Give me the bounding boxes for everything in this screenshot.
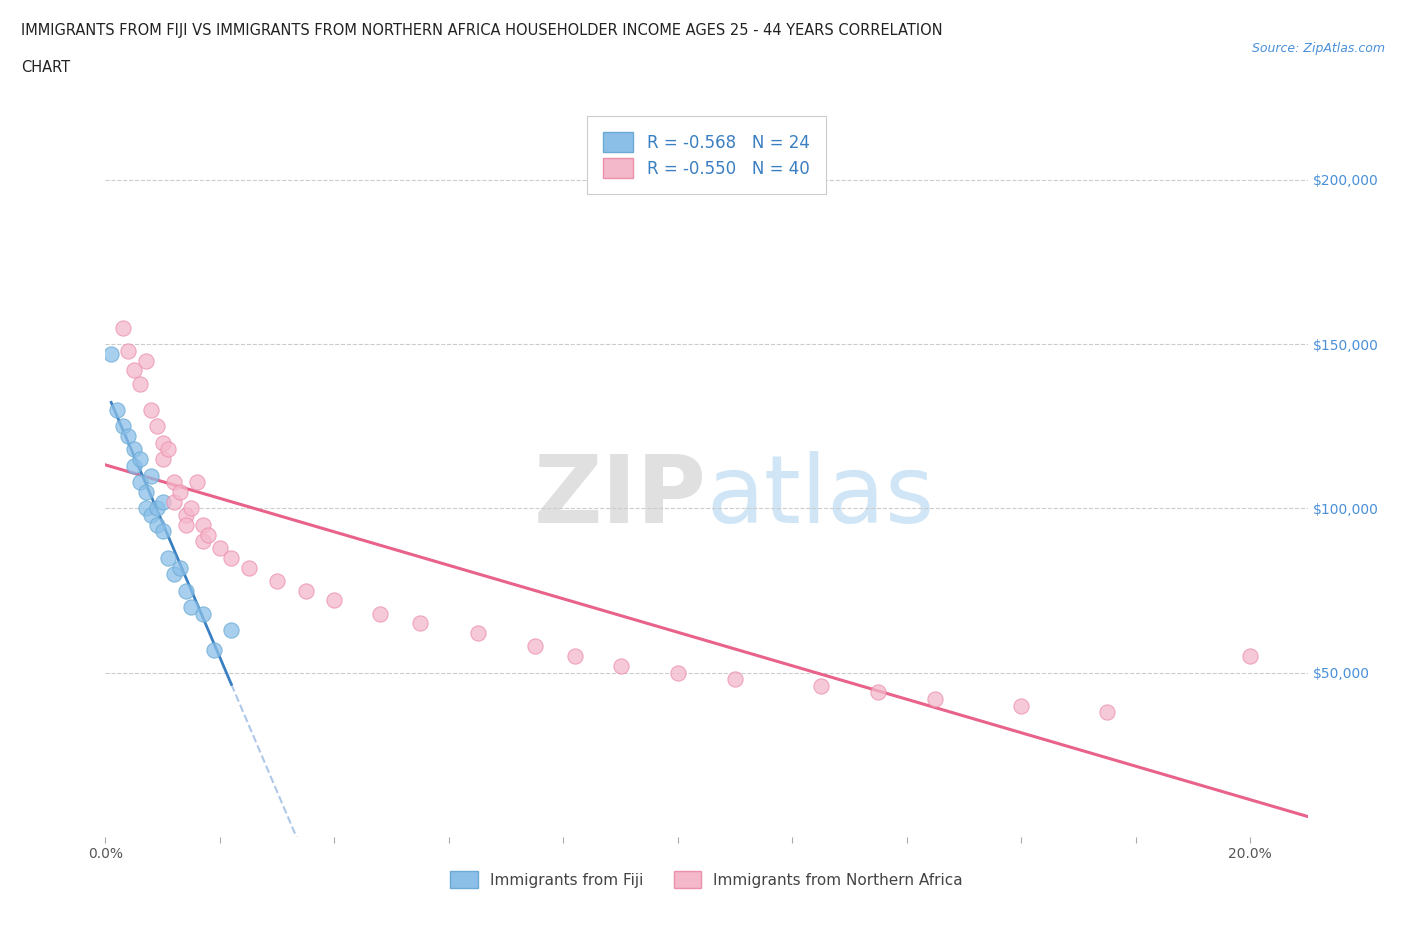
Point [174,583,197,598]
Point [163,566,186,581]
Point [105,403,128,418]
Point [169,560,191,575]
Point [368,606,391,621]
Point [117,343,139,358]
Point [128,474,150,489]
Point [111,320,134,335]
Text: ZIP: ZIP [534,451,707,543]
Point [208,540,231,555]
Point [197,527,219,542]
Point [157,442,180,457]
Point [117,429,139,444]
Point [152,495,174,510]
Point [868,685,890,700]
Point [100,347,122,362]
Point [135,501,157,516]
Point [141,508,163,523]
Point [266,573,288,588]
Point [409,616,432,631]
Point [174,517,197,532]
Point [666,665,689,680]
Point [295,583,318,598]
Point [323,593,346,608]
Point [135,485,157,499]
Point [163,474,186,489]
Point [163,495,186,510]
Point [191,606,214,621]
Text: atlas: atlas [707,451,935,543]
Point [152,435,174,450]
Point [169,485,191,499]
Point [146,501,169,516]
Point [238,560,260,575]
Point [1095,705,1118,720]
Point [122,442,145,457]
Point [141,403,163,418]
Point [180,501,202,516]
Point [724,671,747,686]
Point [924,692,946,707]
Point [191,534,214,549]
Point [191,517,214,532]
Point [146,418,169,433]
Point [202,643,225,658]
Point [111,418,134,433]
Point [152,452,174,467]
Point [135,353,157,368]
Point [157,551,180,565]
Legend: Immigrants from Fiji, Immigrants from Northern Africa: Immigrants from Fiji, Immigrants from No… [443,863,970,896]
Point [523,639,546,654]
Text: CHART: CHART [21,60,70,75]
Point [180,600,202,615]
Point [221,551,243,565]
Point [128,452,150,467]
Point [564,649,586,664]
Point [141,468,163,483]
Point [174,508,197,523]
Point [152,524,174,538]
Point [609,658,631,673]
Text: IMMIGRANTS FROM FIJI VS IMMIGRANTS FROM NORTHERN AFRICA HOUSEHOLDER INCOME AGES : IMMIGRANTS FROM FIJI VS IMMIGRANTS FROM … [21,23,942,38]
Point [1239,649,1261,664]
Text: Source: ZipAtlas.com: Source: ZipAtlas.com [1251,42,1385,55]
Point [810,678,832,693]
Point [128,376,150,391]
Point [186,474,208,489]
Point [467,626,489,641]
Point [1010,698,1032,713]
Point [122,363,145,378]
Point [146,517,169,532]
Point [221,622,243,637]
Point [122,458,145,473]
